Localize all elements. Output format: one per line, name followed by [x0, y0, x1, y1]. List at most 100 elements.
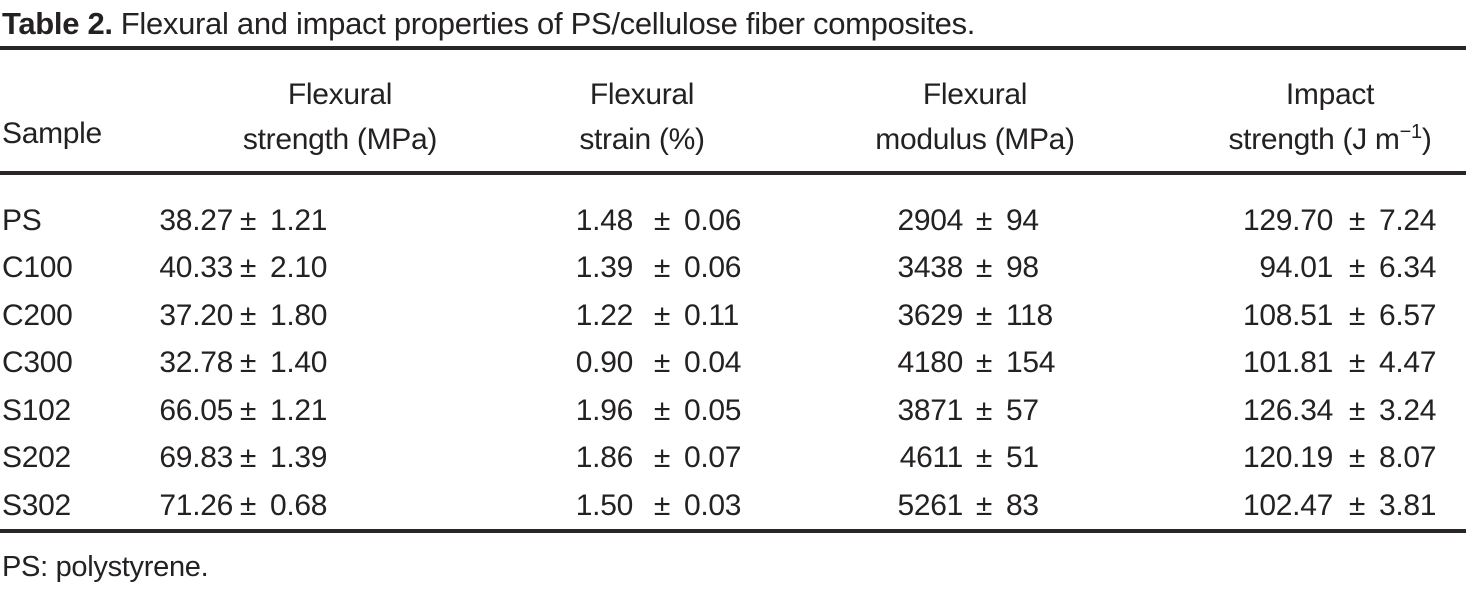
col-header-flexural-strain-line1: Flexural — [589, 78, 695, 111]
plus-minus-sign: ± — [239, 346, 257, 380]
plus-minus-sign: ± — [1348, 488, 1366, 522]
flexural-strain-value: 1.39 — [575, 251, 634, 285]
table-row: S202 69.83 ± 1.39 1.86 ± 0.07 4611 ± 51 … — [0, 435, 1466, 483]
table-rule-bottom — [0, 529, 1466, 533]
plus-minus-sign: ± — [1348, 441, 1366, 475]
col-header-flexural-modulus-line2: modulus (MPa) — [875, 123, 1075, 156]
table-row: S302 71.26 ± 0.68 1.50 ± 0.03 5261 ± 83 … — [0, 482, 1466, 530]
flexural-modulus-value: 4180 — [897, 346, 963, 380]
flexural-modulus-error: 94 — [1006, 203, 1039, 237]
plus-minus-sign: ± — [1348, 346, 1366, 380]
flexural-modulus-error: 51 — [1006, 441, 1039, 475]
sample-cell: C100 — [2, 251, 73, 285]
flexural-strain-value: 1.22 — [575, 298, 634, 332]
plus-minus-sign: ± — [1348, 298, 1366, 332]
flexural-strength-error: 0.68 — [270, 488, 328, 522]
table-body: PS 38.27 ± 1.21 1.48 ± 0.06 2904 ± 94 12… — [0, 197, 1466, 530]
plus-minus-sign: ± — [239, 203, 257, 237]
plus-minus-sign: ± — [653, 488, 671, 522]
impact-strength-error: 7.24 — [1379, 203, 1437, 237]
flexural-modulus-error: 98 — [1006, 251, 1039, 285]
impact-strength-error: 6.34 — [1379, 251, 1437, 285]
flexural-strength-error: 2.10 — [270, 251, 328, 285]
col-header-impact-strength: Impact strength (J m−1) — [1160, 72, 1466, 162]
flexural-modulus-value: 3629 — [897, 298, 963, 332]
sample-cell: PS — [2, 203, 42, 237]
impact-strength-value: 120.19 — [1243, 441, 1333, 475]
plus-minus-sign: ± — [239, 488, 257, 522]
col-header-flexural-modulus: Flexural modulus (MPa) — [815, 72, 1135, 162]
flexural-strength-error: 1.40 — [270, 346, 328, 380]
flexural-strength-value: 69.83 — [159, 441, 233, 475]
impact-strength-error: 4.47 — [1379, 346, 1437, 380]
flexural-strain-value: 1.96 — [575, 393, 634, 427]
plus-minus-sign: ± — [239, 251, 257, 285]
flexural-strain-value: 1.86 — [575, 441, 634, 475]
flexural-strain-error: 0.07 — [684, 441, 742, 475]
flexural-strain-error: 0.06 — [684, 251, 742, 285]
plus-minus-sign: ± — [653, 203, 671, 237]
table-rule-top — [0, 46, 1466, 50]
flexural-modulus-value: 3871 — [897, 393, 963, 427]
plus-minus-sign: ± — [975, 393, 993, 427]
flexural-strength-value: 38.27 — [159, 203, 233, 237]
table-row: S102 66.05 ± 1.21 1.96 ± 0.05 3871 ± 57 … — [0, 387, 1466, 435]
superscript-exponent: −1 — [1399, 121, 1423, 143]
table-row: PS 38.27 ± 1.21 1.48 ± 0.06 2904 ± 94 12… — [0, 197, 1466, 245]
impact-strength-value: 129.70 — [1243, 203, 1333, 237]
plus-minus-sign: ± — [653, 251, 671, 285]
flexural-modulus-error: 154 — [1006, 346, 1056, 380]
flexural-modulus-value: 4611 — [899, 441, 964, 475]
col-header-flexural-strength-line2: strength (MPa) — [242, 123, 438, 156]
col-header-flexural-modulus-line1: Flexural — [922, 78, 1028, 111]
flexural-strength-value: 37.20 — [159, 298, 233, 332]
flexural-modulus-error: 83 — [1006, 488, 1039, 522]
col-header-flexural-strength-line1: Flexural — [287, 78, 393, 111]
flexural-strength-value: 32.78 — [159, 346, 233, 380]
plus-minus-sign: ± — [653, 346, 671, 380]
impact-strength-error: 3.24 — [1379, 393, 1437, 427]
flexural-strength-error: 1.80 — [270, 298, 328, 332]
sample-cell: S302 — [2, 488, 71, 522]
flexural-strain-error: 0.11 — [684, 298, 739, 332]
table-row: C100 40.33 ± 2.10 1.39 ± 0.06 3438 ± 98 … — [0, 245, 1466, 293]
flexural-strength-value: 71.26 — [159, 488, 233, 522]
plus-minus-sign: ± — [1348, 251, 1366, 285]
impact-strength-error: 6.57 — [1379, 298, 1437, 332]
flexural-strength-error: 1.21 — [270, 203, 328, 237]
impact-strength-error: 8.07 — [1379, 441, 1437, 475]
flexural-modulus-value: 3438 — [897, 251, 963, 285]
plus-minus-sign: ± — [653, 441, 671, 475]
col-header-flexural-strength: Flexural strength (MPa) — [180, 72, 500, 162]
plus-minus-sign: ± — [239, 441, 257, 475]
flexural-strength-error: 1.39 — [270, 441, 328, 475]
col-header-sample: Sample — [2, 117, 102, 150]
plus-minus-sign: ± — [975, 298, 993, 332]
flexural-strength-value: 40.33 — [159, 251, 233, 285]
flexural-strain-error: 0.04 — [684, 346, 742, 380]
sample-cell: S102 — [2, 393, 71, 427]
flexural-strain-error: 0.03 — [684, 488, 742, 522]
flexural-strain-error: 0.05 — [684, 393, 742, 427]
flexural-strength-value: 66.05 — [159, 393, 233, 427]
flexural-strain-error: 0.06 — [684, 203, 742, 237]
plus-minus-sign: ± — [1348, 203, 1366, 237]
sample-cell: C300 — [2, 346, 73, 380]
table-footnote: PS: polystyrene. — [2, 551, 209, 583]
plus-minus-sign: ± — [975, 488, 993, 522]
plus-minus-sign: ± — [653, 393, 671, 427]
table-row: C300 32.78 ± 1.40 0.90 ± 0.04 4180 ± 154… — [0, 340, 1466, 388]
plus-minus-sign: ± — [975, 346, 993, 380]
flexural-modulus-value: 2904 — [897, 203, 963, 237]
flexural-modulus-error: 57 — [1006, 393, 1039, 427]
table-caption-text: Flexural and impact properties of PS/cel… — [120, 6, 976, 41]
impact-strength-value: 108.51 — [1243, 298, 1333, 332]
table-row: C200 37.20 ± 1.80 1.22 ± 0.11 3629 ± 118… — [0, 292, 1466, 340]
plus-minus-sign: ± — [975, 203, 993, 237]
flexural-strain-value: 1.48 — [575, 203, 634, 237]
col-header-flexural-strain: Flexural strain (%) — [482, 72, 802, 162]
flexural-strain-value: 1.50 — [575, 488, 634, 522]
col-header-impact-strength-line2: strength (J m−1) — [1228, 121, 1432, 156]
plus-minus-sign: ± — [975, 441, 993, 475]
